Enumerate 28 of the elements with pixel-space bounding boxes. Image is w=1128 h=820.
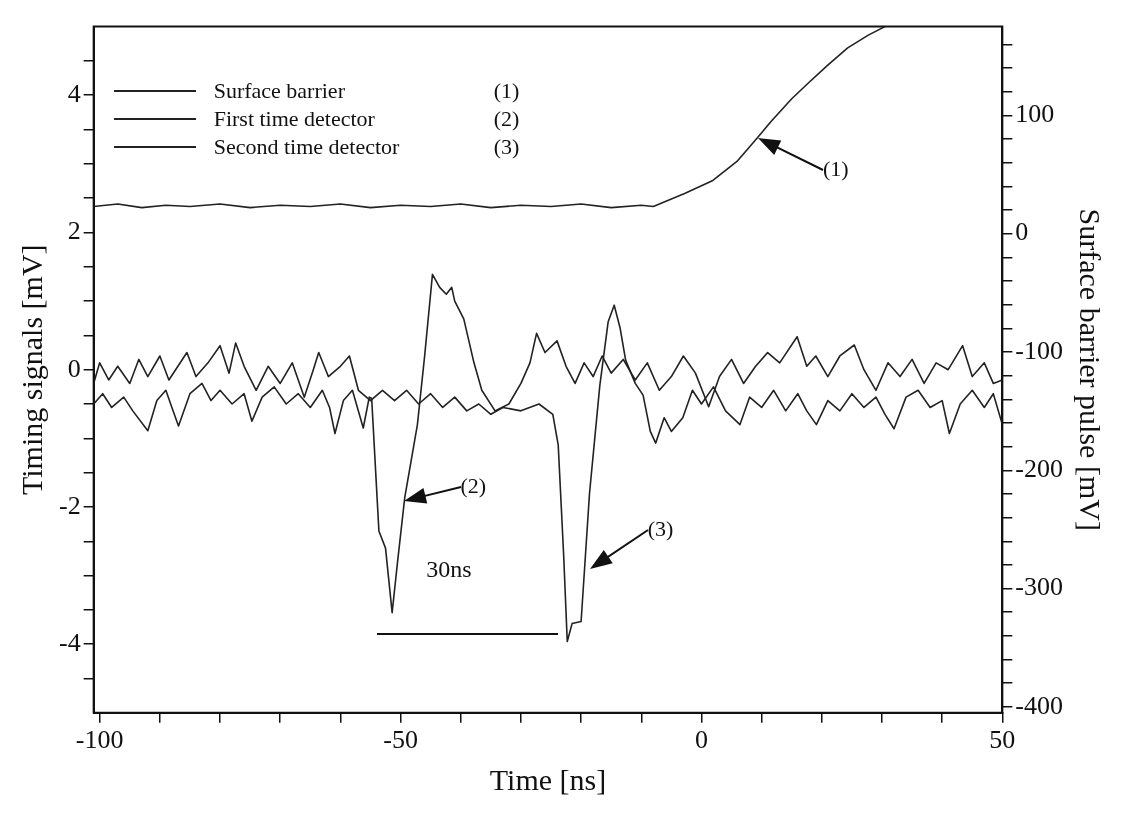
y2-tick-label: 0: [1015, 217, 1029, 247]
y2-tick-label: 100: [1015, 99, 1055, 129]
y2-tick-label: -400: [1015, 690, 1064, 720]
y2-axis-title: Surface barrier pulse [mV]: [1074, 208, 1108, 531]
x-tick-label: -100: [75, 725, 124, 755]
y-tick-label: -4: [58, 628, 81, 658]
y-tick-label: -2: [58, 490, 81, 520]
annotation: (1): [493, 76, 520, 105]
legend-label: Second time detector: [213, 132, 401, 161]
x-tick-label: -50: [383, 725, 418, 755]
y-tick-label: 4: [67, 79, 81, 109]
text: (1): [822, 156, 849, 182]
annotation: (3): [493, 132, 520, 161]
legend-label: Surface barrier: [213, 76, 346, 105]
y-tick-label: 0: [67, 353, 81, 383]
y-axis-title: Timing signals [mV]: [14, 244, 48, 495]
text: (3): [647, 515, 674, 541]
x-axis-title: Time [ns]: [489, 762, 607, 796]
x-tick-label: 50: [989, 725, 1016, 755]
text: (2): [460, 472, 487, 498]
y-tick-label: 2: [67, 216, 81, 246]
y2-tick-label: -100: [1015, 335, 1064, 365]
y2-tick-label: -200: [1015, 454, 1064, 484]
x-tick-label: 0: [694, 725, 708, 755]
y2-tick-label: -300: [1015, 572, 1064, 602]
annotation: (2): [493, 104, 520, 133]
legend-label: First time detector: [213, 104, 376, 133]
annotation: 30ns: [425, 556, 473, 584]
